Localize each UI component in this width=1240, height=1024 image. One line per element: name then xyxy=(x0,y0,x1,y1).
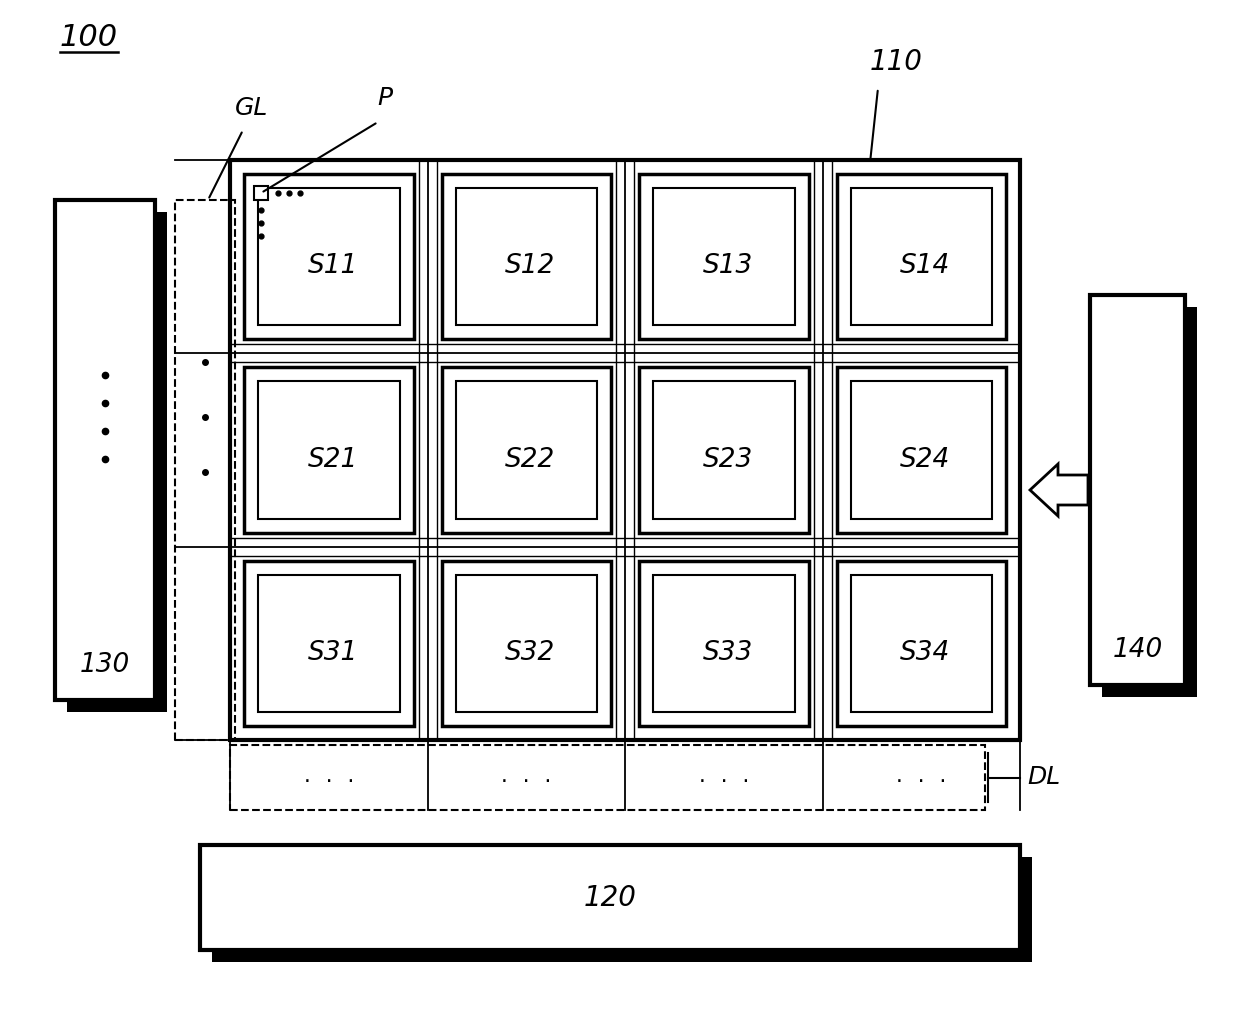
Bar xyxy=(244,368,413,532)
Bar xyxy=(212,857,1032,962)
Bar xyxy=(229,160,1021,740)
Text: S34: S34 xyxy=(900,640,950,666)
Text: S22: S22 xyxy=(505,446,556,473)
Text: 110: 110 xyxy=(870,48,923,76)
Text: 130: 130 xyxy=(79,652,130,678)
Text: DL: DL xyxy=(1027,766,1060,790)
Text: S12: S12 xyxy=(505,253,556,280)
Text: . . .: . . . xyxy=(697,768,751,786)
Bar xyxy=(441,368,611,532)
Bar xyxy=(441,174,611,339)
Bar xyxy=(837,174,1006,339)
Bar xyxy=(851,574,992,712)
Text: S32: S32 xyxy=(505,640,556,666)
Bar xyxy=(244,174,413,339)
Bar xyxy=(175,200,236,740)
Bar xyxy=(244,561,413,726)
Bar xyxy=(254,186,268,200)
Text: S21: S21 xyxy=(308,446,358,473)
Text: . . .: . . . xyxy=(894,768,949,786)
Text: S33: S33 xyxy=(703,640,753,666)
Bar xyxy=(1102,307,1197,697)
Bar xyxy=(258,188,399,326)
Bar xyxy=(837,561,1006,726)
Bar xyxy=(67,212,167,712)
Bar xyxy=(1090,295,1185,685)
Bar xyxy=(653,574,795,712)
FancyArrow shape xyxy=(1030,464,1087,516)
Text: S13: S13 xyxy=(703,253,753,280)
Bar xyxy=(639,561,808,726)
Bar xyxy=(851,381,992,519)
Text: S24: S24 xyxy=(900,446,950,473)
Bar xyxy=(455,188,596,326)
Bar xyxy=(229,745,985,810)
Text: GL: GL xyxy=(236,96,269,120)
Text: 140: 140 xyxy=(1112,637,1163,663)
Bar xyxy=(455,381,596,519)
Bar xyxy=(441,561,611,726)
Text: S31: S31 xyxy=(308,640,358,666)
Bar xyxy=(653,188,795,326)
Bar xyxy=(258,381,399,519)
Bar xyxy=(55,200,155,700)
Text: 120: 120 xyxy=(584,884,636,911)
Text: S23: S23 xyxy=(703,446,753,473)
Bar xyxy=(200,845,1021,950)
Text: S11: S11 xyxy=(308,253,358,280)
Text: P: P xyxy=(377,86,393,110)
Text: S14: S14 xyxy=(900,253,950,280)
Text: . . .: . . . xyxy=(498,768,553,786)
Bar xyxy=(639,174,808,339)
Bar xyxy=(258,574,399,712)
Bar xyxy=(639,368,808,532)
Bar xyxy=(653,381,795,519)
Text: 100: 100 xyxy=(60,24,118,52)
Bar xyxy=(455,574,596,712)
Bar xyxy=(837,368,1006,532)
Bar xyxy=(851,188,992,326)
Text: . . .: . . . xyxy=(301,768,356,786)
